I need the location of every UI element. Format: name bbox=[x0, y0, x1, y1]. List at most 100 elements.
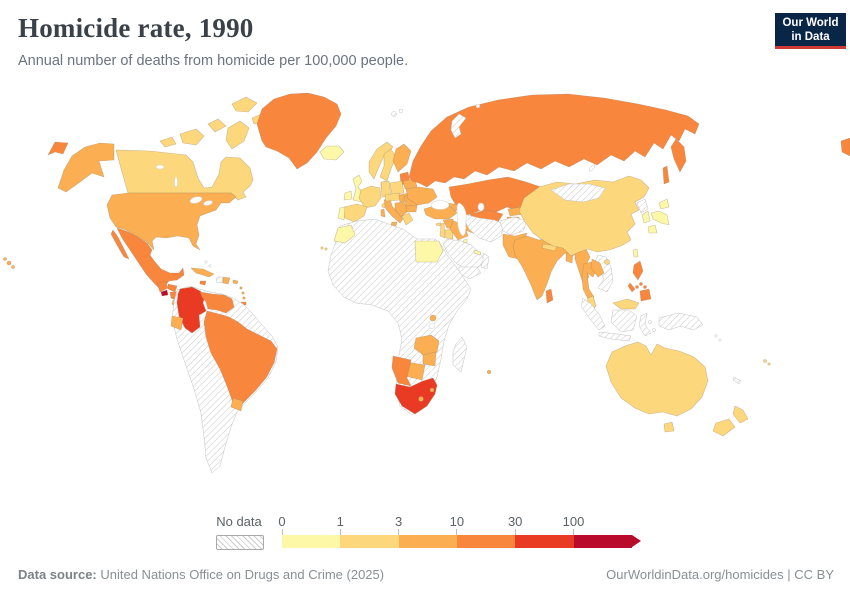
region-north-korea[interactable] bbox=[636, 198, 649, 214]
region-taiwan[interactable] bbox=[632, 248, 639, 258]
region-russia[interactable] bbox=[408, 93, 700, 188]
region-cyprus[interactable] bbox=[435, 222, 442, 227]
region-hainan[interactable] bbox=[604, 259, 610, 265]
legend-tick-mark bbox=[456, 529, 458, 535]
owid-logo[interactable]: Our World in Data bbox=[775, 13, 846, 49]
region-lesotho[interactable] bbox=[418, 396, 424, 402]
lake-victoria bbox=[428, 323, 436, 329]
region-zambia[interactable] bbox=[413, 334, 440, 356]
region-colombia[interactable] bbox=[176, 286, 207, 334]
region-venezuela[interactable] bbox=[199, 291, 235, 314]
region-brazil[interactable] bbox=[203, 310, 278, 410]
region-italy[interactable] bbox=[380, 197, 404, 227]
region-jordan[interactable] bbox=[444, 228, 454, 240]
region-haiti[interactable] bbox=[215, 276, 224, 284]
footer-datasource-label: Data source: bbox=[18, 567, 97, 582]
region-madagascar[interactable] bbox=[452, 336, 468, 373]
region-chukotka-east[interactable] bbox=[840, 137, 850, 157]
lake-baikal bbox=[588, 164, 596, 172]
legend-tick-1: 1 bbox=[336, 514, 344, 529]
region-puerto-rico[interactable] bbox=[232, 279, 239, 285]
great-lakes bbox=[189, 196, 203, 204]
region-jamaica[interactable] bbox=[199, 280, 207, 286]
region-iceland[interactable] bbox=[319, 145, 345, 161]
region-south-africa[interactable] bbox=[394, 377, 438, 415]
region-france[interactable] bbox=[358, 185, 386, 209]
region-solomon-islands[interactable] bbox=[714, 334, 722, 342]
region-spain[interactable] bbox=[340, 203, 368, 223]
region-honduras[interactable] bbox=[167, 283, 178, 293]
region-new-zealand[interactable] bbox=[712, 405, 749, 437]
region-sweden[interactable] bbox=[379, 148, 397, 182]
region-uruguay[interactable] bbox=[230, 397, 244, 412]
region-philippines[interactable] bbox=[627, 260, 652, 302]
legend-color-bar[interactable] bbox=[282, 535, 632, 548]
footer-link[interactable]: OurWorldinData.org/homicides | CC BY bbox=[606, 567, 834, 582]
region-egypt[interactable] bbox=[414, 240, 444, 263]
region-indonesia[interactable] bbox=[580, 297, 656, 342]
region-oman[interactable] bbox=[480, 252, 490, 270]
legend-tick-mark bbox=[573, 529, 574, 535]
region-finland[interactable] bbox=[392, 143, 412, 173]
legend-segment-0-1 bbox=[282, 535, 341, 548]
region-franz-josef-land[interactable] bbox=[475, 103, 481, 109]
region-afghanistan[interactable] bbox=[499, 216, 528, 236]
region-greece[interactable] bbox=[401, 212, 414, 226]
region-new-caledonia[interactable] bbox=[732, 376, 742, 385]
legend-no-data-label: No data bbox=[216, 514, 262, 529]
region-zimbabwe[interactable] bbox=[422, 351, 437, 367]
legend-segment-3-10 bbox=[398, 535, 457, 548]
region-laos[interactable] bbox=[590, 258, 605, 278]
region-sri-lanka[interactable] bbox=[545, 288, 554, 304]
region-portugal[interactable] bbox=[337, 206, 346, 221]
region-saudi-arabia[interactable] bbox=[442, 238, 486, 270]
region-usa[interactable] bbox=[106, 192, 237, 251]
legend-segment-30-100 bbox=[515, 535, 574, 548]
region-uae-qatar[interactable] bbox=[473, 249, 482, 256]
region-bahamas[interactable] bbox=[204, 260, 212, 268]
aral-sea bbox=[477, 202, 485, 212]
region-dominican-republic[interactable] bbox=[222, 276, 231, 285]
great-lakes-east bbox=[203, 200, 213, 206]
region-papua-new-guinea[interactable] bbox=[658, 312, 704, 331]
region-cuba[interactable] bbox=[190, 267, 215, 278]
region-china[interactable] bbox=[518, 175, 650, 257]
region-mauritius[interactable] bbox=[486, 369, 492, 375]
region-iran[interactable] bbox=[463, 213, 505, 243]
region-lesser-antilles[interactable] bbox=[239, 286, 246, 300]
region-alaska[interactable] bbox=[57, 142, 115, 193]
region-poland[interactable] bbox=[389, 180, 405, 196]
region-western-balkans[interactable] bbox=[394, 201, 409, 218]
legend-segment-100+ bbox=[573, 535, 632, 548]
region-australia[interactable] bbox=[605, 341, 709, 433]
region-svalbard[interactable] bbox=[391, 108, 404, 117]
region-japan[interactable] bbox=[647, 198, 670, 234]
region-south-korea[interactable] bbox=[641, 210, 651, 224]
region-hawaii[interactable] bbox=[3, 257, 15, 269]
region-eswatini[interactable] bbox=[429, 387, 435, 393]
region-bulgaria[interactable] bbox=[405, 204, 418, 213]
region-mexico[interactable] bbox=[110, 227, 185, 291]
region-mongolia[interactable] bbox=[550, 183, 606, 203]
region-chukotka-west[interactable] bbox=[47, 141, 69, 156]
region-novaya-zemlya[interactable] bbox=[450, 113, 467, 139]
region-canary-islands[interactable] bbox=[320, 246, 328, 251]
region-ireland[interactable] bbox=[343, 190, 353, 201]
region-canada[interactable] bbox=[115, 149, 254, 201]
region-greenland[interactable] bbox=[256, 92, 342, 170]
region-canada-arctic-islands[interactable] bbox=[159, 96, 265, 150]
region-ukraine[interactable] bbox=[405, 186, 438, 206]
great-slave-lake bbox=[155, 164, 165, 170]
legend-tick-100: 100 bbox=[562, 514, 585, 529]
region-kuwait[interactable] bbox=[462, 238, 468, 244]
region-fiji[interactable] bbox=[763, 359, 771, 366]
region-ecuador[interactable] bbox=[170, 315, 184, 331]
region-namibia[interactable] bbox=[391, 355, 412, 387]
caspian-sea bbox=[456, 202, 467, 237]
region-el-salvador[interactable] bbox=[160, 289, 169, 297]
region-rwanda-burundi[interactable] bbox=[429, 314, 437, 322]
region-lebanon-israel[interactable] bbox=[439, 222, 446, 239]
region-morocco[interactable] bbox=[333, 224, 356, 244]
legend-no-data-swatch[interactable] bbox=[216, 535, 264, 550]
